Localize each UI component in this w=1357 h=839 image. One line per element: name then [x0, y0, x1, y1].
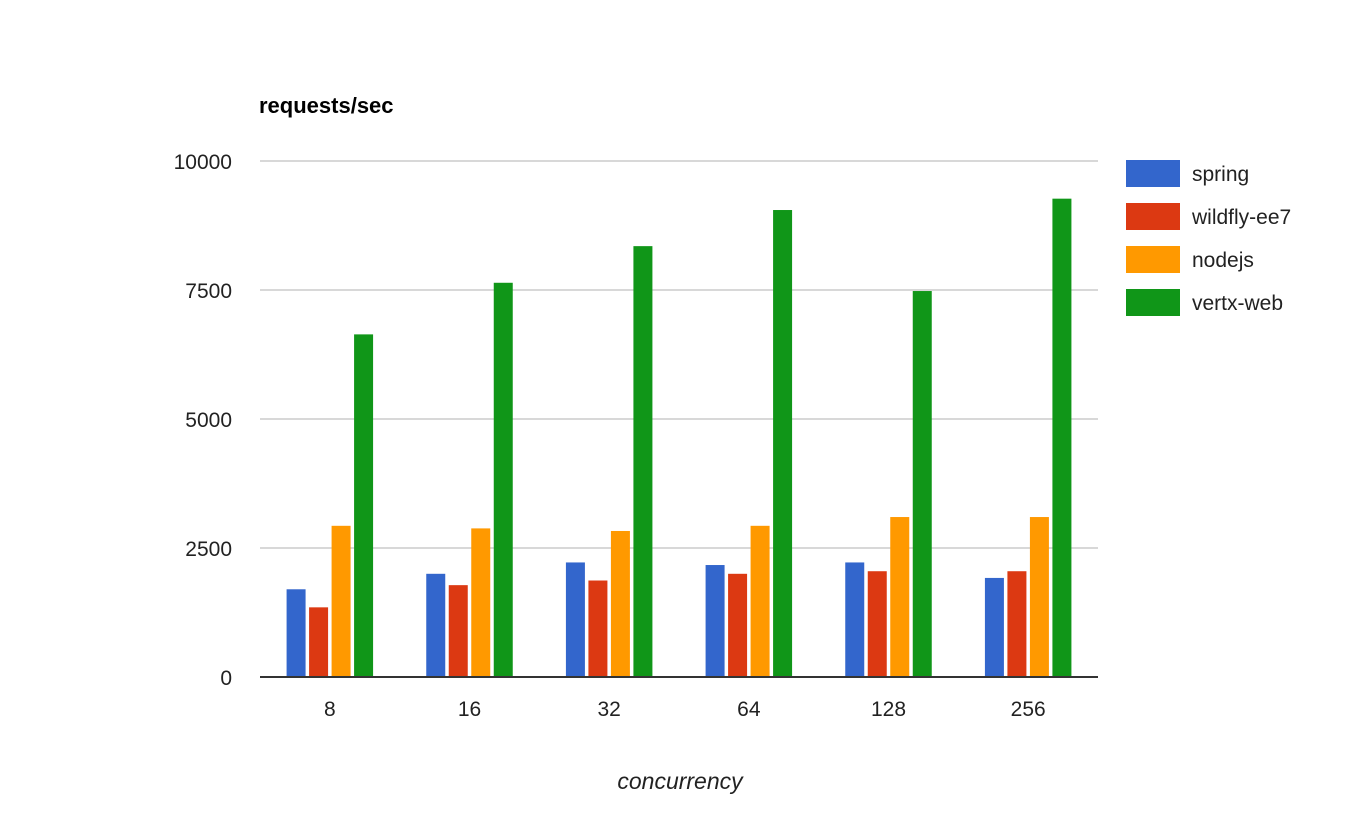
bar-spring-64 [705, 565, 725, 677]
bar-nodejs-256 [1029, 517, 1049, 677]
x-tick-label: 128 [871, 698, 906, 721]
bar-spring-16 [426, 573, 446, 677]
legend-label-vertx-web: vertx-web [1192, 292, 1283, 315]
bar-wildfly-ee7-64 [728, 573, 748, 677]
x-tick-label: 256 [1011, 698, 1046, 721]
x-tick-label: 16 [458, 698, 481, 721]
legend-label-spring: spring [1192, 163, 1249, 186]
legend-swatch-nodejs [1126, 246, 1180, 273]
bar-nodejs-128 [890, 517, 910, 677]
bar-nodejs-64 [750, 525, 770, 677]
x-tick-label: 8 [324, 698, 336, 721]
y-tick-label: 7500 [185, 280, 232, 303]
bar-nodejs-16 [471, 528, 491, 677]
y-tick-label: 2500 [185, 538, 232, 561]
legend-swatch-spring [1126, 160, 1180, 187]
bar-spring-8 [286, 589, 306, 677]
bar-nodejs-8 [331, 525, 351, 677]
legend-swatch-vertx-web [1126, 289, 1180, 316]
bar-spring-256 [984, 577, 1004, 677]
bars [286, 198, 1072, 677]
x-axis-label: concurrency [617, 768, 744, 794]
legend: spring wildfly-ee7 nodejs vertx-web [1126, 160, 1291, 316]
legend-label-nodejs: nodejs [1192, 249, 1254, 272]
bar-vertx-web-128 [912, 291, 932, 677]
bar-wildfly-ee7-256 [1007, 571, 1027, 677]
y-tick-label: 0 [220, 667, 232, 690]
x-tick-label: 64 [737, 698, 761, 721]
y-axis-ticks: 0 2500 5000 7500 10000 [174, 151, 232, 690]
y-tick-label: 5000 [185, 409, 232, 432]
x-axis-ticks: 8 16 32 64 128 256 [324, 698, 1046, 721]
bar-vertx-web-8 [354, 334, 374, 677]
bar-wildfly-ee7-32 [588, 580, 608, 677]
x-tick-label: 32 [597, 698, 620, 721]
legend-label-wildfly-ee7: wildfly-ee7 [1191, 206, 1291, 229]
chart-title: requests/sec [259, 93, 394, 118]
y-tick-label: 10000 [174, 151, 232, 174]
bar-vertx-web-16 [493, 282, 513, 677]
bar-wildfly-ee7-128 [867, 571, 887, 677]
bar-wildfly-ee7-8 [309, 607, 329, 677]
bar-spring-32 [565, 562, 585, 677]
bar-vertx-web-64 [773, 210, 793, 677]
bar-nodejs-32 [610, 530, 630, 677]
bar-vertx-web-32 [633, 246, 653, 677]
bar-wildfly-ee7-16 [448, 585, 468, 677]
bar-vertx-web-256 [1052, 198, 1072, 677]
legend-swatch-wildfly-ee7 [1126, 203, 1180, 230]
bar-spring-128 [845, 562, 865, 677]
gridlines [260, 160, 1098, 549]
